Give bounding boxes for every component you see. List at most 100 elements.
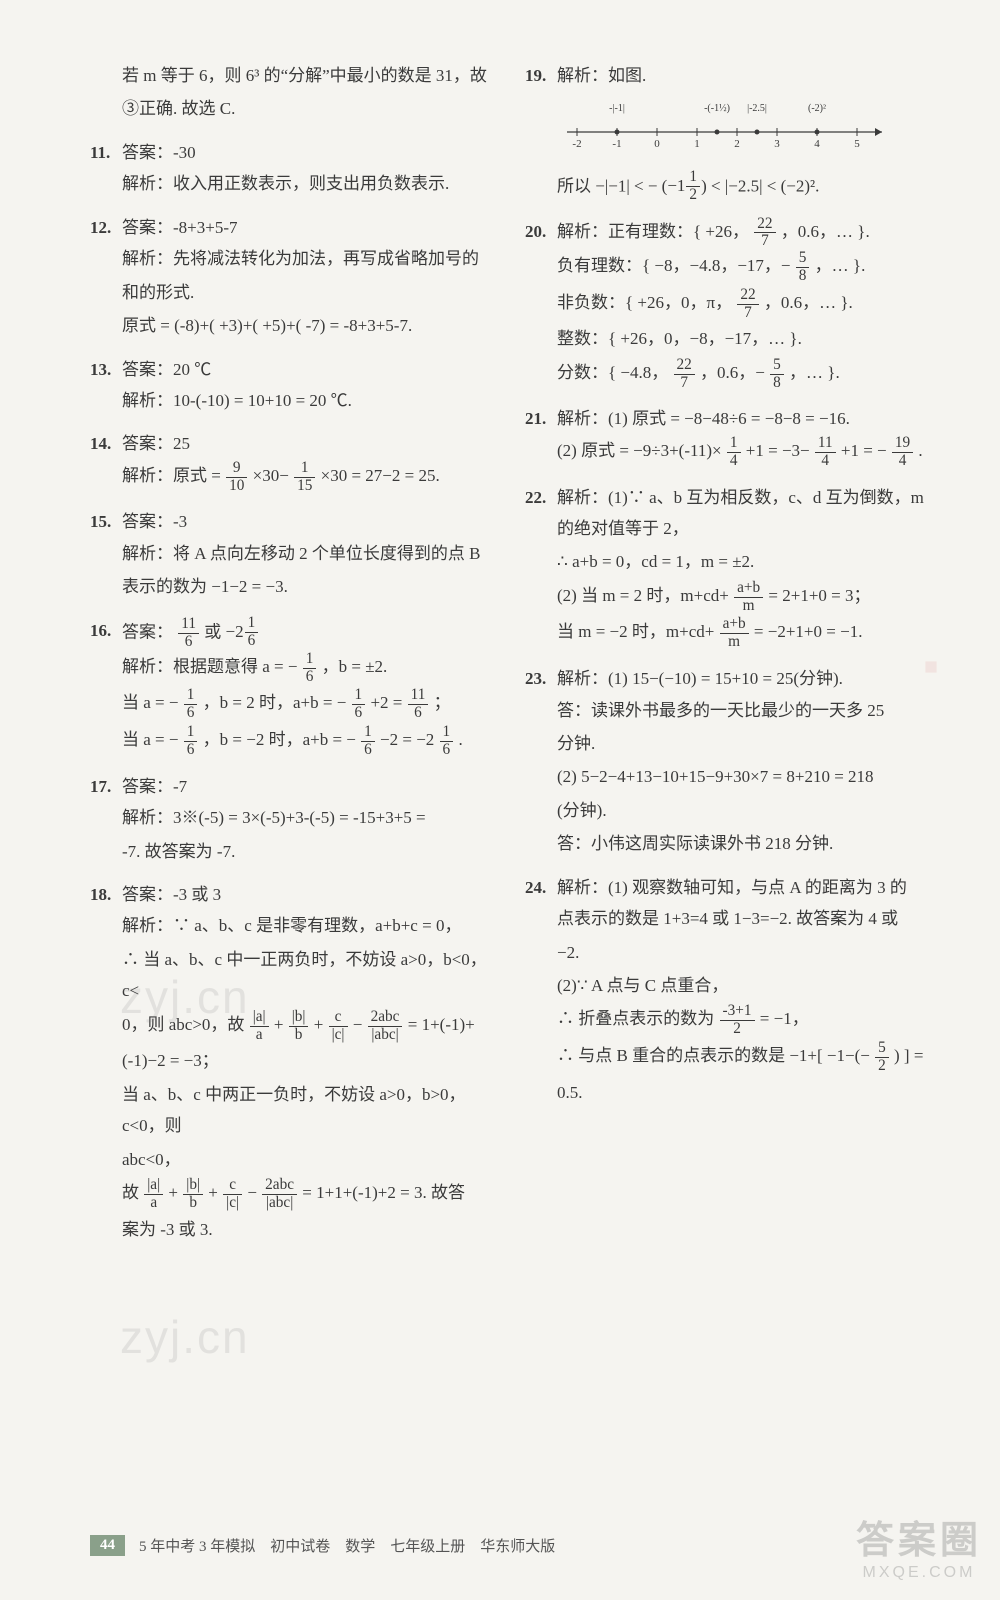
svg-text:3: 3 <box>774 138 780 150</box>
svg-text:-2: -2 <box>572 138 581 150</box>
text: 当 a、b、c 中两正一负时，不妨设 a>0，b>0，c<0，则 <box>90 1079 495 1142</box>
text: 故 |a|a + |b|b + c|c| − 2abc|abc| = 1+1+(… <box>90 1177 495 1212</box>
text: 所以 −|−1| < − (−1 12 ) < |−2.5| < (−2)². <box>525 169 930 204</box>
text: 解析：10-(-10) = 10+10 = 20 ℃. <box>90 385 495 416</box>
text: ∴ 与点 B 重合的点表示的数是 −1+[ −1−(− 52 ) ] = <box>525 1040 930 1075</box>
text: abc<0， <box>90 1144 495 1175</box>
text: 解析：根据题意得 a = − 16 ，b = ±2. <box>90 651 495 686</box>
text: (2) 5−2−4+13−10+15−9+30×7 = 8+210 = 218 <box>525 761 930 792</box>
text: ∴ a+b = 0，cd = 1，m = ±2. <box>525 546 930 577</box>
q15: 15. 答案：-3 解析：将 A 点向左移动 2 个单位长度得到的点 B 表示的… <box>90 506 495 602</box>
left-column: 若 m 等于 6，则 6³ 的“分解”中最小的数是 31，故 ③正确. 故选 C… <box>90 60 495 1257</box>
q24: 24. 解析：(1) 观察数轴可知，与点 A 的距离为 3 的 点表示的数是 1… <box>525 872 930 1108</box>
t: 或 <box>204 622 221 641</box>
intro-text: 若 m 等于 6，则 6³ 的“分解”中最小的数是 31，故 ③正确. 故选 C… <box>90 60 495 125</box>
answer: 答案：-3 <box>122 506 495 537</box>
q11: 11. 答案：-30 解析：收入用正数表示，则支出用负数表示. <box>90 137 495 200</box>
text: 解析：原式 = 910 ×30− 115 ×30 = 27−2 = 25. <box>90 460 495 495</box>
watermark: zyj.cn <box>120 1310 250 1364</box>
q12: 12. 答案：-8+3+5-7 解析：先将减法转化为加法，再写成省略加号的 和的… <box>90 212 495 342</box>
text: 解析：(1) 观察数轴可知，与点 A 的距离为 3 的 <box>557 872 930 903</box>
text: 表示的数为 −1−2 = −3. <box>90 571 495 602</box>
text: 当 m = −2 时，m+cd+ a+bm = −2+1+0 = −1. <box>525 616 930 651</box>
svg-text:0: 0 <box>654 138 660 150</box>
q16: 16. 答案： 116 或 −2 16 解析：根据题意得 a = − 16 ，b… <box>90 615 495 759</box>
text: 分钟. <box>525 728 930 759</box>
svg-text:4: 4 <box>814 138 820 150</box>
text: 答：读课外书最多的一天比最少的一天多 25 <box>525 695 930 726</box>
text: 和的形式. <box>90 277 495 308</box>
qnum: 19. <box>525 60 557 91</box>
answer: 答案：25 <box>122 428 495 459</box>
qnum: 11. <box>90 137 122 168</box>
text: 解析：(1)∵ a、b 互为相反数，c、d 互为倒数，m <box>557 482 930 513</box>
text: 负有理数：{ −8，−4.8，−17，− 58 ，… }. <box>525 250 930 285</box>
q19: 19. 解析：如图. -2-1012345 -|-1|-(-1½)|-2.5|(… <box>525 60 930 204</box>
text: 解析：(1) 15−(−10) = 15+10 = 25(分钟). <box>557 663 930 694</box>
text: 点表示的数是 1+3=4 或 1−3=−2. 故答案为 4 或 <box>525 903 930 934</box>
text: (2)∵ A 点与 C 点重合， <box>525 970 930 1001</box>
text: 的绝对值等于 2， <box>525 513 930 544</box>
text: 非负数：{ +26，0，π， 227 ，0.6，… }. <box>525 287 930 322</box>
qnum: 23. <box>525 663 557 694</box>
fraction: 910 <box>226 460 247 495</box>
qnum: 14. <box>90 428 122 459</box>
answer: 答案：-7 <box>122 771 495 802</box>
right-column: 19. 解析：如图. -2-1012345 -|-1|-(-1½)|-2.5|(… <box>525 60 930 1257</box>
footer-text: 5 年中考 3 年模拟 初中试卷 数学 七年级上册 华东师大版 <box>139 1535 555 1556</box>
answer: 答案：20 ℃ <box>122 354 495 385</box>
svg-text:5: 5 <box>854 138 860 150</box>
answer: 答案： 116 或 −2 16 <box>122 615 495 651</box>
t: 答案： <box>122 622 173 641</box>
fraction: 116 <box>178 616 199 651</box>
text: 案为 -3 或 3. <box>90 1214 495 1245</box>
corner-wm-big: 答案圈 <box>856 1509 982 1564</box>
svg-text:-1: -1 <box>612 138 621 150</box>
text: 解析：(1) 原式 = −8−48÷6 = −8−8 = −16. <box>557 403 930 434</box>
text: (-1)−2 = −3； <box>90 1045 495 1076</box>
q13: 13. 答案：20 ℃ 解析：10-(-10) = 10+10 = 20 ℃. <box>90 354 495 417</box>
corner-wm-small: MXQE.COM <box>856 1564 982 1582</box>
text: 解析：将 A 点向左移动 2 个单位长度得到的点 B <box>90 538 495 569</box>
text: 整数：{ +26，0，−8，−17，… }. <box>525 323 930 354</box>
text: 0，则 abc>0，故 |a|a + |b|b + c|c| − 2abc|ab… <box>90 1009 495 1044</box>
text: ∴ 当 a、b、c 中一正两负时，不妨设 a>0，b<0，c< <box>90 944 495 1007</box>
text: 0.5. <box>525 1077 930 1108</box>
text: ∴ 折叠点表示的数为 -3+12 = −1， <box>525 1003 930 1038</box>
text: 当 a = − 16 ，b = 2 时，a+b = − 16 +2 = 116 … <box>90 687 495 722</box>
qnum: 17. <box>90 771 122 802</box>
text: (2) 原式 = −9÷3+(-11)× 14 +1 = −3− 114 +1 … <box>525 435 930 470</box>
svg-text:1: 1 <box>694 138 700 150</box>
mixed-number: −2 16 <box>225 615 259 650</box>
page-number-badge: 44 <box>90 1535 125 1556</box>
text: (分钟). <box>525 795 930 826</box>
text: 解析：如图. <box>557 60 930 91</box>
q20: 20. 解析：正有理数：{ +26， 227 ，0.6，… }. 负有理数：{ … <box>525 216 930 392</box>
fraction: 115 <box>294 460 315 495</box>
numberline-svg: -2-1012345 -|-1|-(-1½)|-2.5|(-2)² <box>557 97 897 152</box>
qnum: 18. <box>90 879 122 910</box>
footer: 44 5 年中考 3 年模拟 初中试卷 数学 七年级上册 华东师大版 <box>90 1535 555 1556</box>
qnum: 15. <box>90 506 122 537</box>
text: 解析：∵ a、b、c 是非零有理数，a+b+c = 0， <box>90 910 495 941</box>
text: −2. <box>525 937 930 968</box>
q18: 18. 答案：-3 或 3 解析：∵ a、b、c 是非零有理数，a+b+c = … <box>90 879 495 1245</box>
text: 当 a = − 16 ，b = −2 时，a+b = − 16 −2 = −2 … <box>90 724 495 759</box>
answer: 答案：-8+3+5-7 <box>122 212 495 243</box>
svg-text:2: 2 <box>734 138 740 150</box>
text: 解析：3※(-5) = 3×(-5)+3-(-5) = -15+3+5 = <box>90 802 495 833</box>
qnum: 13. <box>90 354 122 385</box>
qnum: 21. <box>525 403 557 434</box>
t: ×30 = 27−2 = 25. <box>321 466 440 485</box>
decorative-icon <box>924 660 938 674</box>
t: ×30− <box>253 466 289 485</box>
text: 分数：{ −4.8， 227 ，0.6，− 58 ，… }. <box>525 357 930 392</box>
qnum: 20. <box>525 216 557 247</box>
number-line: -2-1012345 -|-1|-(-1½)|-2.5|(-2)² <box>525 91 930 168</box>
corner-watermark: 答案圈 MXQE.COM <box>856 1509 982 1582</box>
qnum: 12. <box>90 212 122 243</box>
svg-text:-(-1½): -(-1½) <box>704 103 730 114</box>
q21: 21. 解析：(1) 原式 = −8−48÷6 = −8−8 = −16. (2… <box>525 403 930 469</box>
t: 解析：原式 = <box>122 466 221 485</box>
text: -7. 故答案为 -7. <box>90 836 495 867</box>
